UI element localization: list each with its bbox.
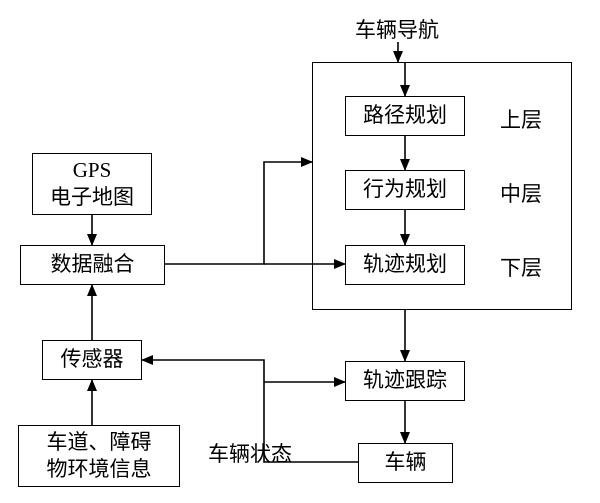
layer-label-mid: 中层	[500, 178, 542, 208]
route-box: 路径规划	[345, 96, 465, 136]
vehicle-state-label: 车辆状态	[208, 438, 292, 468]
track-box: 轨迹跟踪	[345, 361, 465, 401]
edge-fusion-to-planning	[165, 162, 312, 264]
traj-box: 轨迹规划	[345, 245, 465, 285]
title-text: 车辆导航	[342, 14, 452, 44]
layer-label-bot: 下层	[500, 252, 542, 282]
sensor-box: 传感器	[42, 340, 142, 380]
behavior-box: 行为规划	[345, 170, 465, 210]
fusion-box: 数据融合	[20, 245, 165, 285]
gps-box: GPS 电子地图	[32, 153, 152, 215]
layer-label-top: 上层	[500, 104, 542, 134]
env-box: 车道、障碍 物环境信息	[18, 425, 180, 487]
vehicle-box: 车辆	[358, 443, 453, 483]
